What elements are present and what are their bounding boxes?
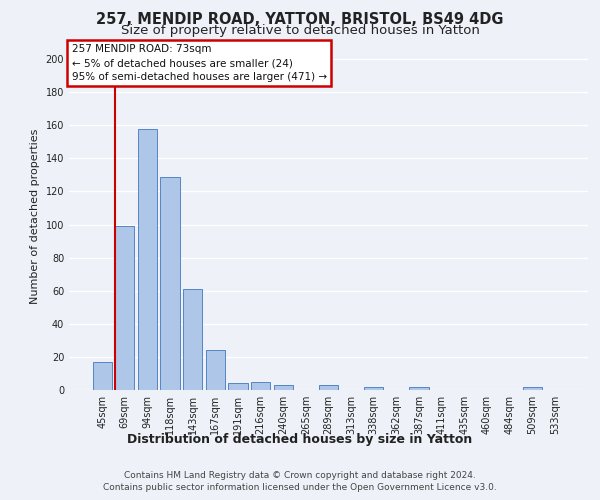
Bar [229,384,248,390]
Bar [115,226,134,390]
Bar [92,362,112,390]
Bar [160,176,180,390]
Bar [251,382,270,390]
Bar [523,386,542,390]
Text: Contains public sector information licensed under the Open Government Licence v3: Contains public sector information licen… [103,482,497,492]
Text: Size of property relative to detached houses in Yatton: Size of property relative to detached ho… [121,24,479,37]
Bar [274,385,293,390]
Bar [364,386,383,390]
Bar [183,289,202,390]
Y-axis label: Number of detached properties: Number of detached properties [30,128,40,304]
Bar [409,386,428,390]
Bar [319,385,338,390]
Text: 257, MENDIP ROAD, YATTON, BRISTOL, BS49 4DG: 257, MENDIP ROAD, YATTON, BRISTOL, BS49 … [96,12,504,28]
Text: 257 MENDIP ROAD: 73sqm
← 5% of detached houses are smaller (24)
95% of semi-deta: 257 MENDIP ROAD: 73sqm ← 5% of detached … [71,44,327,82]
Bar [206,350,225,390]
Text: Distribution of detached houses by size in Yatton: Distribution of detached houses by size … [127,432,473,446]
Bar [138,128,157,390]
Text: Contains HM Land Registry data © Crown copyright and database right 2024.: Contains HM Land Registry data © Crown c… [124,471,476,480]
